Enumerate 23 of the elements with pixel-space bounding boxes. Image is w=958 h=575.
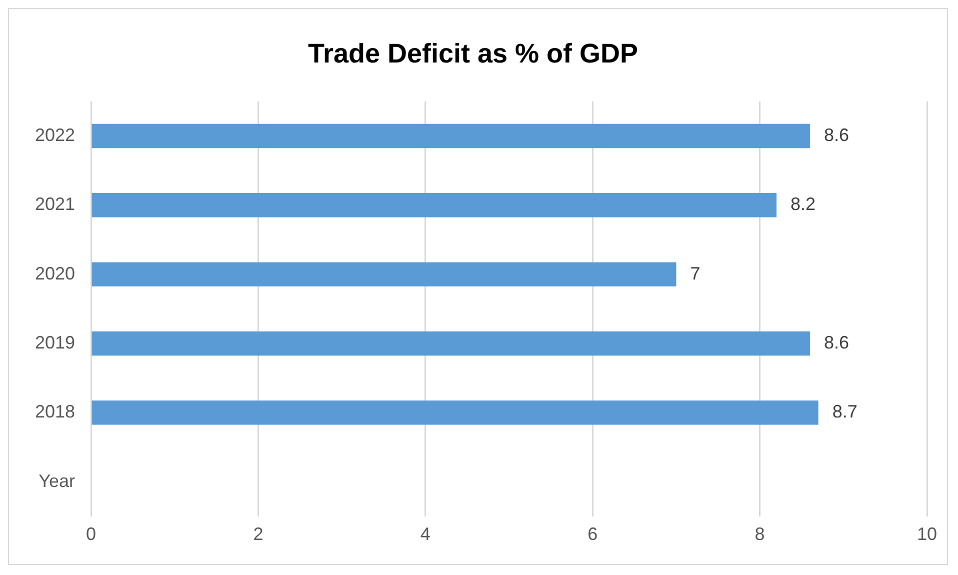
bar	[92, 124, 810, 148]
y-tick-label: 2019	[34, 332, 76, 352]
chart-title: Trade Deficit as % of GDP	[308, 38, 638, 69]
y-tick-label: 2021	[34, 194, 76, 214]
x-tick-label: 6	[588, 524, 598, 544]
x-tick-label: 4	[420, 524, 430, 544]
y-tick-label: 2022	[34, 124, 76, 145]
data-label: 8.7	[832, 402, 858, 422]
data-label: 7	[690, 263, 700, 284]
x-tick-label: 10	[916, 524, 938, 544]
bar	[92, 331, 810, 356]
y-tick-label: Year	[38, 470, 76, 491]
y-tick-label: 2020	[34, 263, 76, 284]
data-label: 8.2	[790, 194, 816, 214]
x-tick-label: 0	[86, 524, 96, 544]
data-label: 8.6	[824, 332, 849, 352]
data-label: 8.6	[824, 124, 849, 145]
bar	[92, 262, 676, 286]
bar	[92, 193, 777, 218]
bar	[92, 400, 818, 425]
x-tick-label: 2	[253, 524, 264, 544]
y-tick-label: 2018	[34, 402, 76, 422]
x-tick-label: 8	[754, 524, 765, 544]
